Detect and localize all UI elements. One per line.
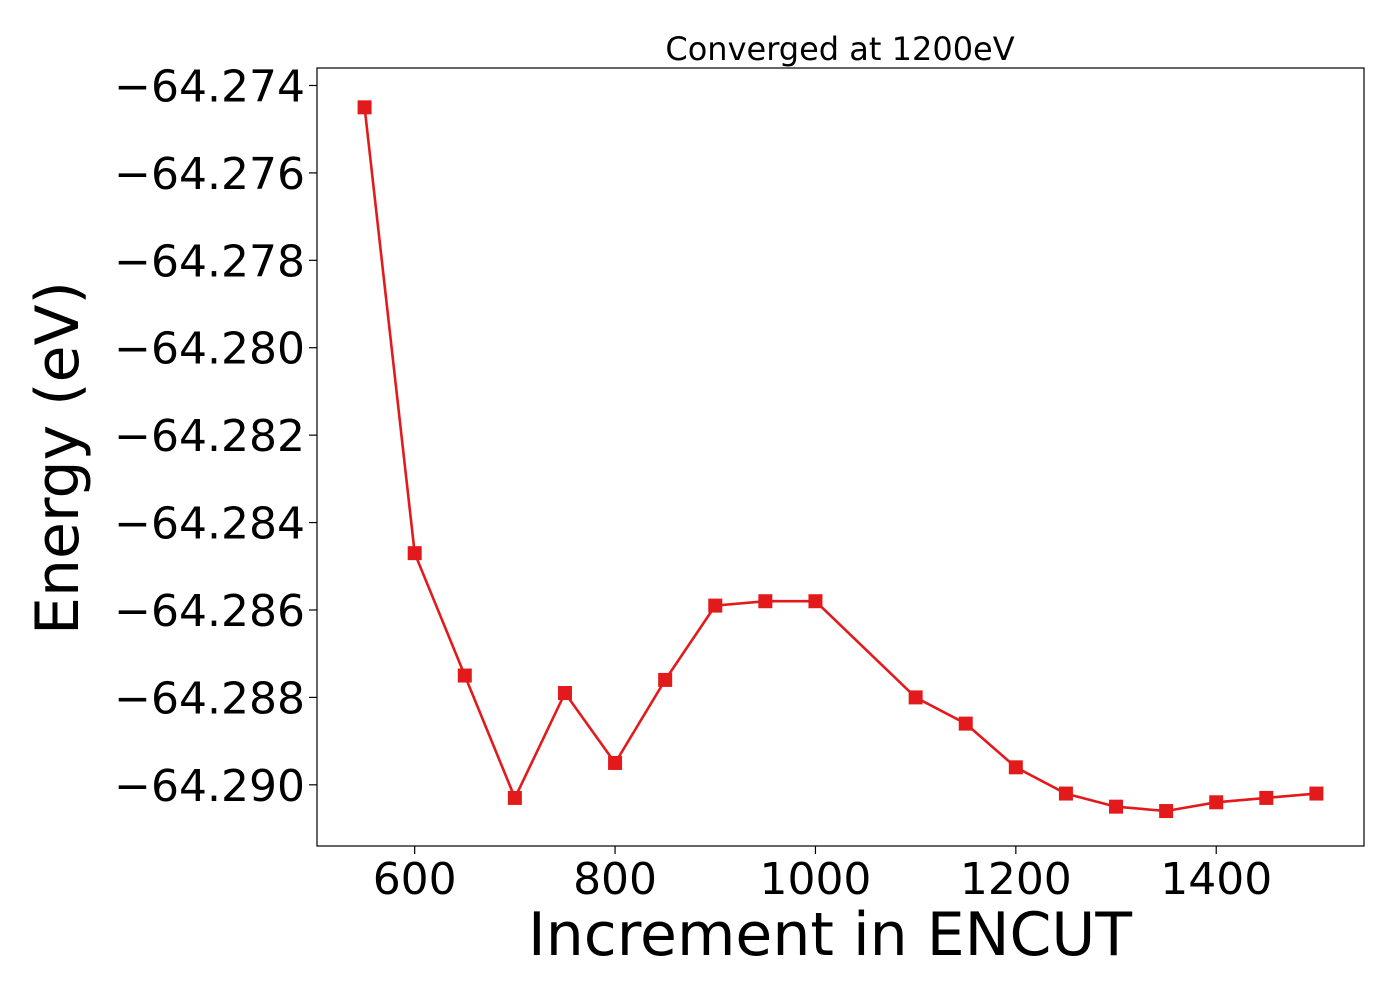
plot-area: 600 800 1000 1200 1400 −64.274 −64.276 −64.278 −…	[114, 61, 1365, 905]
data-point	[1259, 790, 1274, 805]
data-point	[1309, 786, 1324, 801]
x-tick-label: 800	[573, 854, 657, 905]
axes-frame	[316, 67, 1365, 847]
x-tick-label: 600	[373, 854, 457, 905]
chart-title: Converged at 1200eV	[665, 30, 1014, 68]
x-tick-label: 1400	[1160, 854, 1272, 905]
data-point	[758, 594, 773, 609]
x-tick-label: 1200	[960, 854, 1072, 905]
y-tick-label: −64.282	[114, 411, 305, 462]
series-line	[363, 107, 1317, 813]
data-point	[1058, 786, 1073, 801]
y-tick-label: −64.280	[114, 324, 305, 375]
data-point	[1159, 804, 1174, 819]
data-point	[1109, 799, 1124, 814]
data-point	[908, 690, 923, 705]
data-point	[1008, 760, 1023, 775]
data-point	[407, 546, 422, 561]
y-tick-label: −64.278	[114, 236, 305, 287]
x-tick-label: 1000	[759, 854, 871, 905]
y-tick-label: −64.276	[114, 149, 305, 200]
y-tick-label: −64.290	[114, 761, 305, 812]
data-point	[357, 100, 372, 115]
y-tick-label: −64.284	[114, 499, 305, 550]
data-point	[958, 716, 973, 731]
x-axis-label: Increment in ENCUT	[528, 900, 1132, 970]
y-tick-label: −64.274	[114, 61, 305, 112]
data-point	[457, 668, 472, 683]
data-point	[507, 790, 522, 805]
y-tick-label: −64.286	[114, 586, 305, 637]
y-axis-label: Energy (eV)	[23, 281, 93, 635]
data-point	[658, 672, 673, 687]
data-point	[1209, 795, 1224, 810]
y-tick-label: −64.288	[114, 673, 305, 724]
data-point	[608, 755, 623, 770]
data-point	[557, 686, 572, 701]
data-point	[808, 594, 823, 609]
data-point	[708, 598, 723, 613]
